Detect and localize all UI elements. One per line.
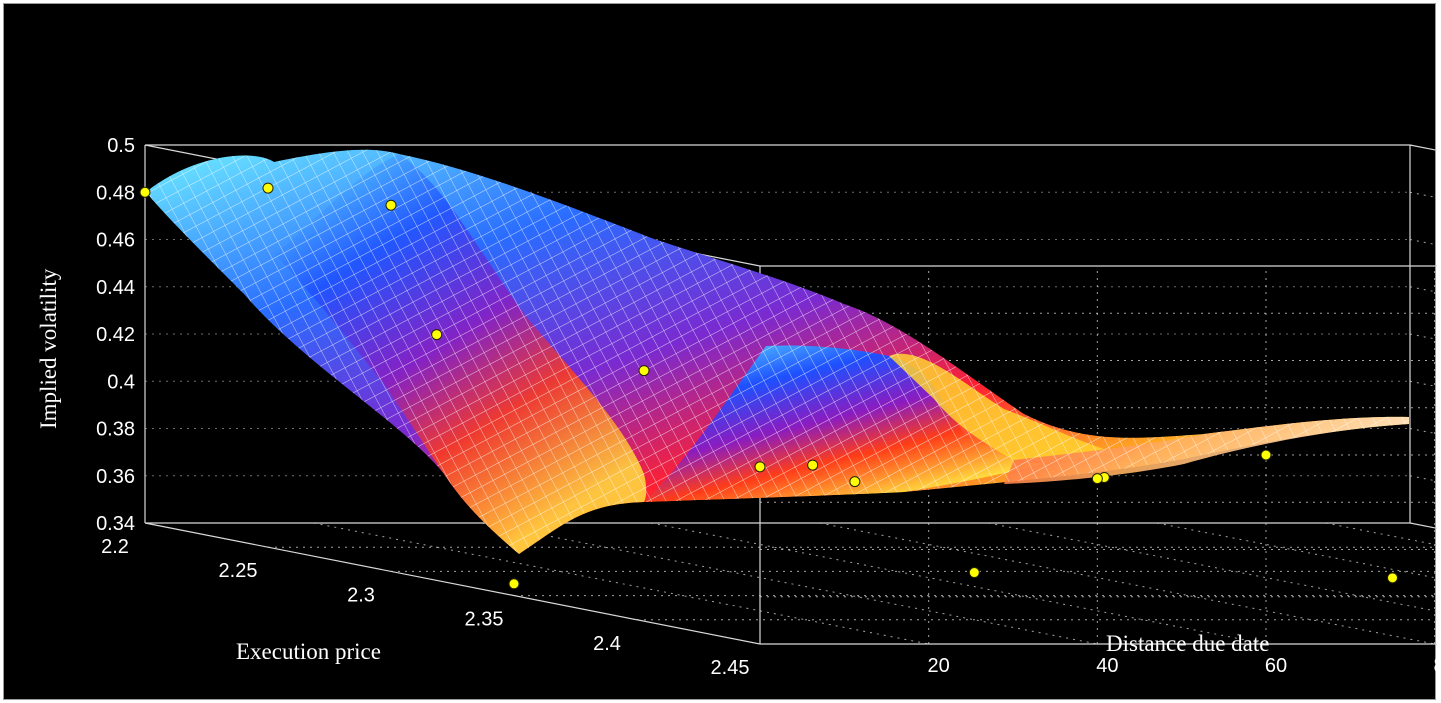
x-tick-label: 2.25	[219, 560, 258, 582]
x-tick-label: 2.3	[347, 584, 375, 606]
tick-labels: 0.34 0.36 0.38 0.4 0.42 0.44 0.46 0.48 0.5 2.2 2.2…	[96, 135, 1437, 679]
grid-line-y	[819, 522, 1435, 645]
data-point	[385, 199, 397, 211]
data-point	[1387, 572, 1398, 584]
y-tick-label: 40	[1096, 655, 1118, 677]
grid-line-z	[1409, 144, 1437, 151]
grid-line-z	[1409, 428, 1437, 435]
data-point	[807, 459, 819, 471]
data-point	[754, 461, 766, 473]
x-axis-label: Execution price	[236, 639, 381, 664]
data-point	[431, 329, 443, 341]
grid-line-y	[482, 522, 1098, 645]
grid-line-z	[1409, 380, 1437, 388]
surface-chart: 0.34 0.36 0.38 0.4 0.42 0.44 0.46 0.48 0.5 2.2 2.2…	[36, 135, 1437, 679]
data-point	[968, 567, 980, 579]
x-tick-label: 2.45	[711, 657, 750, 679]
surface-mesh-overlay	[146, 149, 1409, 555]
data-point	[1260, 449, 1272, 461]
data-point	[1091, 473, 1103, 485]
grid-line-z	[1409, 239, 1437, 246]
grid-line-y	[988, 522, 1437, 612]
grid-line-z	[1409, 475, 1437, 482]
y-axis-label: Distance due date	[1106, 631, 1269, 656]
volatility-surface	[146, 149, 1409, 555]
grid-line-z	[1409, 286, 1437, 293]
data-point-markers	[139, 182, 1398, 590]
z-tick-label: 0.34	[96, 513, 135, 535]
data-point	[262, 182, 274, 194]
chart-frame: 0.34 0.36 0.38 0.4 0.42 0.44 0.46 0.48 0.5 2.2 2.2…	[3, 3, 1437, 700]
z-axis-label: Implied volatility	[36, 268, 61, 429]
z-tick-label: 0.4	[107, 371, 135, 393]
x-tick-label: 2.4	[593, 633, 621, 655]
axes-box-edge	[1409, 144, 1437, 151]
grid-line-z	[1409, 191, 1437, 199]
grid-line-z	[1409, 522, 1437, 529]
z-tick-label: 0.46	[96, 230, 135, 252]
y-tick-label: 60	[1265, 655, 1287, 677]
z-tick-label: 0.42	[96, 324, 135, 346]
grid-line-y	[313, 522, 929, 645]
axes-box-edge	[144, 522, 761, 645]
data-point	[508, 578, 520, 590]
z-tick-label: 0.44	[96, 277, 135, 299]
data-point	[638, 365, 650, 377]
data-point	[139, 186, 151, 198]
y-tick-label: 80	[1434, 655, 1437, 677]
y-tick-label: 20	[928, 655, 950, 677]
z-tick-label: 0.36	[96, 466, 135, 488]
axes-box-edge	[1409, 522, 1437, 529]
grid-line-y	[650, 522, 1267, 645]
z-tick-label: 0.38	[96, 419, 135, 441]
x-tick-label: 2.35	[465, 609, 504, 631]
data-point	[849, 476, 861, 488]
x-tick-label: 2.2	[101, 536, 129, 558]
grid-line-z	[1409, 333, 1437, 340]
z-tick-label: 0.5	[107, 135, 135, 157]
z-tick-label: 0.48	[96, 182, 135, 204]
grid-line-y	[1156, 522, 1437, 579]
